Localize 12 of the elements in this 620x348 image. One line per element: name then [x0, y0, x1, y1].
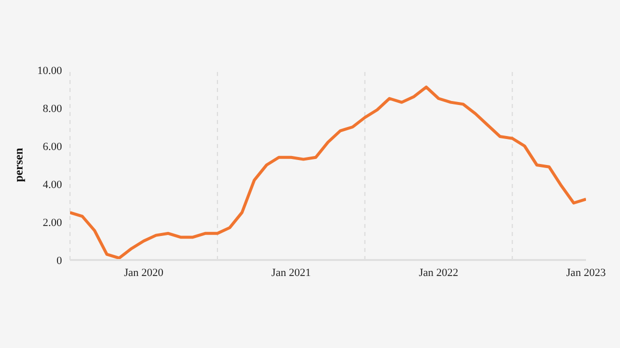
x-tick-label: Jan 2022: [418, 266, 458, 279]
line-series: [70, 86, 586, 260]
x-tick-label: Jan 2020: [124, 266, 164, 279]
y-tick-label: 0: [56, 254, 62, 267]
y-tick-label: 6.00: [42, 140, 62, 153]
x-tick-label: Jan 2021: [271, 266, 311, 279]
y-tick-label: 8.00: [42, 102, 62, 115]
y-axis-title: persen: [11, 148, 26, 182]
y-tick-label: 10.00: [37, 64, 62, 77]
x-tick-label: Jan 2023: [566, 266, 606, 279]
y-tick-label: 4.00: [42, 178, 62, 191]
y-tick-label: 2.00: [42, 216, 62, 229]
